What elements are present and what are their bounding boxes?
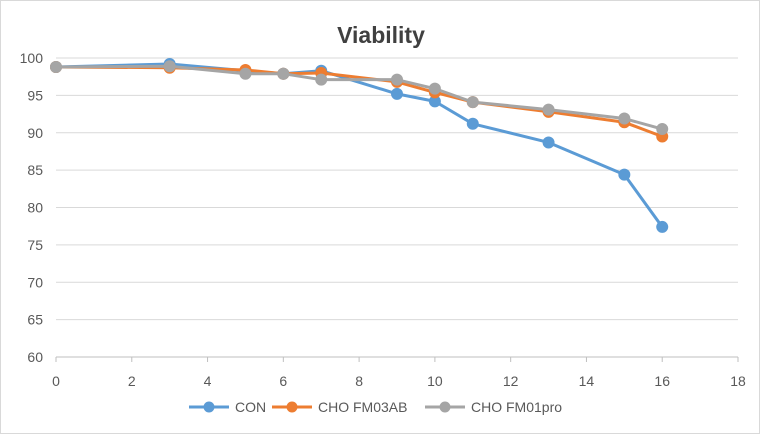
y-tick-label: 90 — [27, 125, 43, 141]
y-tick-label: 60 — [27, 349, 43, 365]
chart-title: Viability — [337, 22, 425, 48]
series-1 — [50, 60, 669, 143]
data-point — [542, 103, 555, 116]
data-point — [239, 67, 252, 80]
legend: CON CHO FM03AB CHO FM01pro — [189, 399, 562, 415]
legend-marker — [286, 401, 298, 413]
x-tick-label: 8 — [355, 373, 363, 389]
x-tick-label: 0 — [52, 373, 60, 389]
legend-item: CON — [189, 399, 266, 415]
data-point — [50, 60, 62, 73]
x-tick-label: 18 — [730, 373, 746, 389]
data-point — [656, 123, 669, 136]
x-tick-label: 16 — [654, 373, 670, 389]
data-point — [315, 73, 328, 86]
y-tick-label: 80 — [27, 200, 43, 216]
y-tick-label: 85 — [27, 162, 43, 178]
legend-item: CHO FM01pro — [425, 399, 562, 415]
data-point — [542, 136, 555, 149]
series-2 — [50, 60, 669, 136]
gridlines — [56, 57, 738, 358]
y-tick-label: 75 — [27, 237, 43, 253]
legend-label: CHO FM01pro — [471, 399, 562, 415]
y-tick-label: 95 — [27, 87, 43, 103]
data-point — [618, 112, 631, 125]
legend-marker — [203, 401, 215, 413]
legend-marker — [439, 401, 451, 413]
legend-label: CHO FM03AB — [318, 399, 407, 415]
series-line — [55, 65, 663, 138]
x-tick-label: 2 — [128, 373, 136, 389]
data-point — [391, 73, 403, 86]
data-point — [466, 117, 479, 130]
legend-label: CON — [235, 399, 266, 415]
x-tick-label: 10 — [427, 373, 443, 389]
data-point — [391, 87, 403, 100]
data-point — [618, 168, 631, 181]
data-point — [163, 60, 176, 73]
y-axis: 60 65 70 75 80 85 90 95 100 — [20, 50, 44, 365]
y-tick-label: 70 — [27, 274, 43, 290]
series-layer — [50, 57, 669, 233]
x-tick-label: 4 — [204, 373, 212, 389]
data-point — [656, 220, 669, 233]
x-tick-label: 6 — [279, 373, 287, 389]
data-point — [466, 96, 479, 109]
legend-item: CHO FM03AB — [272, 399, 407, 415]
x-tick-label: 12 — [503, 373, 519, 389]
y-tick-label: 65 — [27, 312, 43, 328]
series-0 — [50, 57, 669, 233]
data-point — [277, 67, 290, 80]
series-line — [55, 62, 664, 228]
series-line — [55, 64, 663, 131]
x-axis: 0 2 4 6 8 10 12 14 16 18 — [52, 356, 746, 389]
data-point — [428, 82, 441, 95]
x-tick-label: 14 — [579, 373, 595, 389]
y-tick-label: 100 — [20, 50, 44, 66]
